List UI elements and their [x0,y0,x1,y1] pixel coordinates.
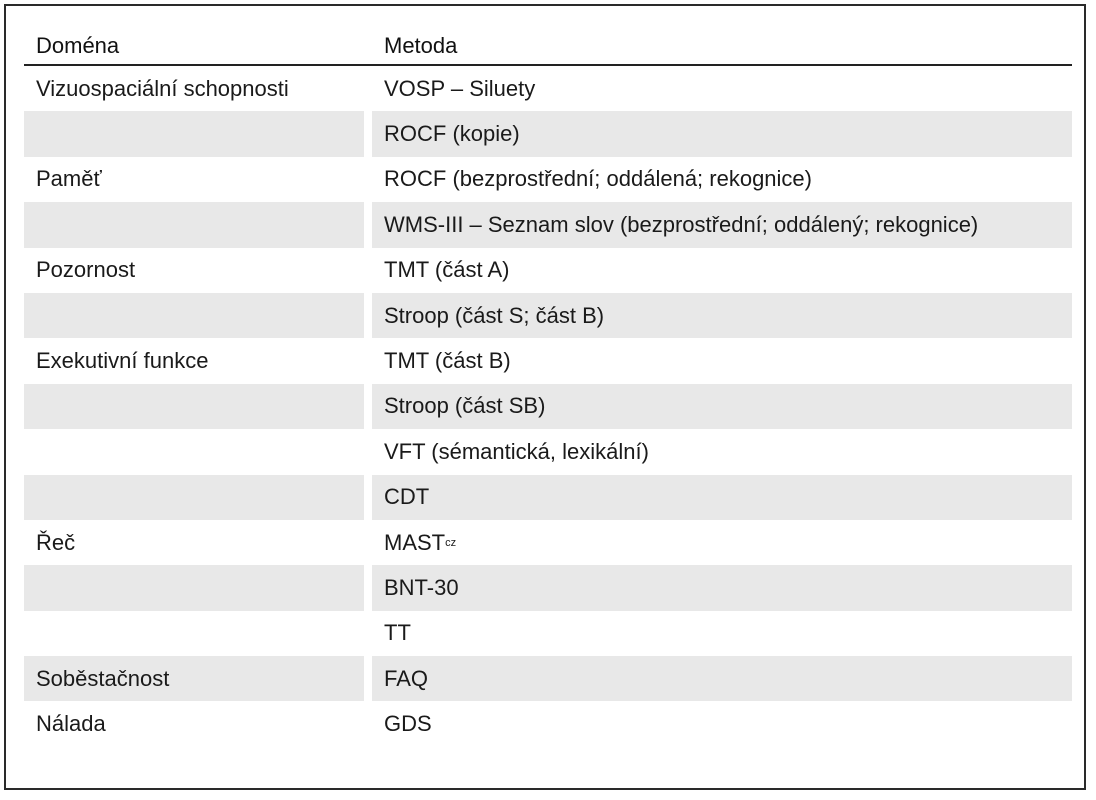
domain-cell [24,611,364,656]
method-cell: VFT (sémantická, lexikální) [364,429,1072,475]
table-row: Vizuospaciální schopnosti VOSP – Siluety [24,66,1072,112]
header-domain: Doména [36,33,120,58]
table-row: Paměť ROCF (bezprostřední; oddálená; rek… [24,156,1072,203]
domain-cell: Pozornost [36,257,136,283]
method-cell: Stroop (část S; část B) [364,292,1072,339]
table-frame: Doména Metoda Vizuospaciální schopnosti … [4,4,1086,790]
domain-cell [24,111,364,157]
method-cell: TMT (část A) [364,247,1072,293]
table-row: Řeč MAST cz [24,519,1072,566]
domain-cell: Paměť [36,166,102,192]
method-cell: VOSP – Siluety [364,66,1072,112]
domain-cell: Soběstačnost [24,656,364,702]
table-row: Soběstačnost FAQ [24,656,1072,702]
domain-cell: Vizuospaciální schopnosti [36,75,289,101]
domain-cell [24,292,364,339]
method-cell: CDT [364,474,1072,520]
domain-method-table: Doména Metoda Vizuospaciální schopnosti … [24,28,1072,747]
table-row: Nálada GDS [24,701,1072,747]
table-row: CDT [24,474,1072,520]
domain-cell [24,383,364,430]
header-method: Metoda [384,33,458,58]
method-cell: WMS-III – Seznam slov (bezprostřední; od… [364,202,1072,248]
method-cell: GDS [364,701,1072,747]
table-row: VFT (sémantická, lexikální) [24,429,1072,475]
domain-cell: Řeč [36,529,76,555]
method-text: MAST [384,529,446,555]
domain-cell: Nálada [36,711,106,737]
table-row: TT [24,610,1072,657]
method-cell: TMT (část B) [364,338,1072,384]
method-cell: ROCF (bezprostřední; oddálená; rekognice… [364,156,1072,203]
domain-cell: Exekutivní funkce [36,348,209,374]
domain-cell [24,429,364,474]
table-row: Stroop (část SB) [24,383,1072,430]
method-cell: FAQ [364,656,1072,702]
domain-cell [24,474,364,520]
method-cell: ROCF (kopie) [364,111,1072,157]
method-subscript: cz [445,536,457,549]
method-cell: Stroop (část SB) [364,383,1072,430]
table-row: Pozornost TMT (část A) [24,247,1072,293]
table-header: Doména Metoda [24,28,1072,66]
table-row: WMS-III – Seznam slov (bezprostřední; od… [24,202,1072,248]
table-row: ROCF (kopie) [24,111,1072,157]
domain-cell [24,565,364,611]
method-cell: TT [364,610,1072,657]
domain-cell [24,202,364,248]
table-row: Exekutivní funkce TMT (část B) [24,338,1072,384]
method-cell: MAST cz [364,519,1072,566]
method-cell: BNT-30 [364,565,1072,611]
table-row: Stroop (část S; část B) [24,292,1072,339]
table-row: BNT-30 [24,565,1072,611]
